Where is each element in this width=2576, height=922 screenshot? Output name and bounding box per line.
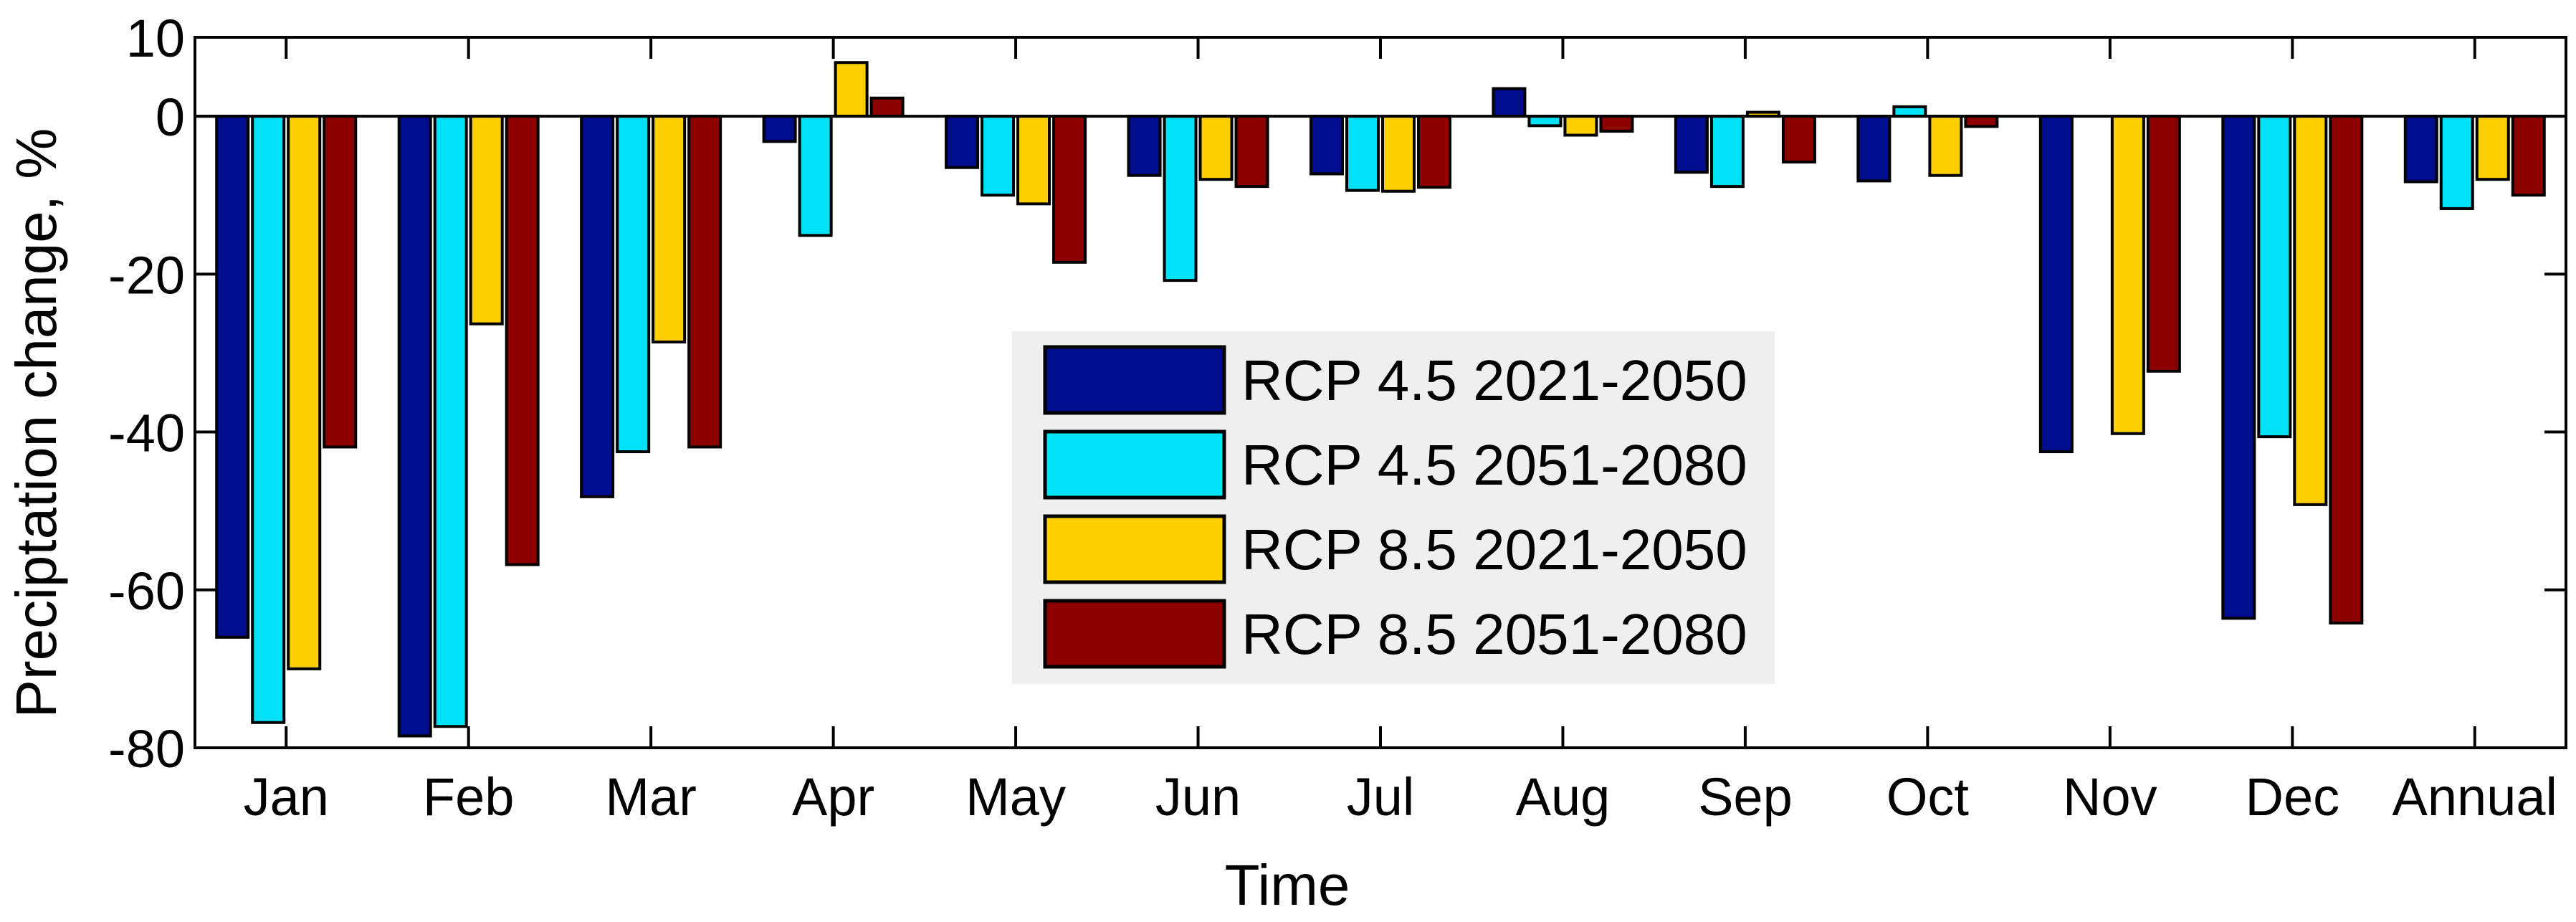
- bar-may-series-3: [1016, 115, 1051, 206]
- y-tick-label: -60: [108, 561, 185, 621]
- legend-label-1: RCP 4.5 2021-2050: [1241, 348, 1747, 412]
- y-tick-label: 10: [126, 9, 185, 68]
- axes-layer: 10 0 -20 -40 -60 -80 Jan Feb Mar Apr May Jun Jul Aug S…: [108, 9, 2567, 827]
- bar-jan-series-3: [287, 115, 322, 670]
- bar-dec-series-1: [2221, 115, 2256, 620]
- bar-feb-series-2: [433, 115, 468, 728]
- bar-mar-series-1: [580, 115, 615, 498]
- bar-jan-series-1: [215, 115, 250, 639]
- x-tick-label-nov: Nov: [2063, 767, 2157, 827]
- bar-oct-series-3: [1928, 115, 1963, 177]
- x-tick-label-sep: Sep: [1698, 767, 1793, 827]
- bar-mar-series-4: [687, 115, 722, 449]
- x-tick-label-jul: Jul: [1347, 767, 1415, 827]
- bar-jun-series-3: [1198, 115, 1234, 181]
- bar-jun-series-1: [1127, 115, 1162, 177]
- bar-nov-series-3: [2110, 115, 2145, 435]
- x-axis-title: Time: [1225, 853, 1350, 917]
- x-tick-label-annual: Annual: [2393, 767, 2557, 827]
- legend: RCP 4.5 2021-2050 RCP 4.5 2051-2080 RCP 8.…: [1012, 331, 1775, 684]
- bar-jan-series-2: [251, 115, 286, 724]
- y-tick-label: 0: [156, 87, 185, 147]
- x-tick-label-mar: Mar: [605, 767, 696, 827]
- bar-mar-series-2: [616, 115, 651, 454]
- bar-feb-series-1: [397, 115, 432, 738]
- bar-jul-series-4: [1417, 115, 1451, 189]
- bar-nov-series-4: [2146, 115, 2181, 373]
- bar-annual-series-4: [2511, 115, 2546, 197]
- bar-sep-series-1: [1674, 115, 1709, 174]
- x-tick-label-feb: Feb: [423, 767, 515, 827]
- bar-jun-series-4: [1234, 115, 1269, 189]
- bar-jul-series-2: [1345, 115, 1380, 192]
- bar-apr-series-1: [762, 115, 797, 143]
- bar-annual-series-3: [2475, 115, 2510, 181]
- legend-swatch-3: [1043, 514, 1226, 584]
- legend-label-3: RCP 8.5 2021-2050: [1241, 518, 1747, 581]
- x-tick-label-may: May: [965, 767, 1066, 827]
- y-axis-title: Preciptation change, %: [4, 128, 68, 718]
- bar-jun-series-2: [1163, 115, 1198, 282]
- bar-jul-series-1: [1310, 115, 1344, 176]
- bar-may-series-4: [1052, 115, 1087, 264]
- bars-layer: [215, 61, 2546, 738]
- bar-may-series-1: [945, 115, 980, 169]
- bar-dec-series-4: [2329, 115, 2364, 625]
- legend-swatch-1: [1043, 345, 1226, 415]
- bar-sep-series-2: [1709, 115, 1745, 189]
- bar-annual-series-1: [2403, 115, 2438, 184]
- bar-jan-series-4: [323, 115, 358, 449]
- bar-apr-series-4: [869, 96, 905, 118]
- legend-label-2: RCP 4.5 2051-2080: [1241, 433, 1747, 497]
- bar-feb-series-4: [505, 115, 540, 566]
- bar-apr-series-2: [798, 115, 833, 237]
- bar-sep-series-4: [1781, 115, 1816, 163]
- bar-aug-series-1: [1492, 87, 1527, 118]
- y-tick-label: -20: [108, 245, 185, 305]
- bar-mar-series-3: [652, 115, 687, 344]
- bar-nov-series-1: [2038, 115, 2074, 454]
- x-tick-label-oct: Oct: [1886, 767, 1970, 827]
- bar-jul-series-3: [1381, 115, 1416, 193]
- legend-swatch-2: [1043, 429, 1226, 500]
- bar-dec-series-2: [2257, 115, 2292, 439]
- x-tick-label-aug: Aug: [1516, 767, 1611, 827]
- bar-aug-series-4: [1599, 115, 1634, 133]
- bar-may-series-2: [981, 115, 1016, 197]
- legend-label-4: RCP 8.5 2051-2080: [1241, 602, 1747, 666]
- x-tick-label-dec: Dec: [2246, 767, 2340, 827]
- bar-feb-series-3: [469, 115, 504, 325]
- bar-oct-series-4: [1964, 115, 1999, 128]
- x-tick-label-jun: Jun: [1155, 767, 1241, 827]
- bar-apr-series-3: [834, 61, 869, 118]
- legend-swatch-4: [1043, 599, 1226, 669]
- y-tick-label: -40: [108, 404, 185, 463]
- x-tick-label-apr: Apr: [792, 767, 874, 827]
- x-tick-label-jan: Jan: [244, 767, 329, 827]
- y-tick-label: -80: [108, 719, 185, 779]
- bar-annual-series-2: [2439, 115, 2474, 210]
- bar-dec-series-3: [2293, 115, 2328, 506]
- bar-aug-series-3: [1563, 115, 1598, 137]
- bar-oct-series-1: [1856, 115, 1892, 183]
